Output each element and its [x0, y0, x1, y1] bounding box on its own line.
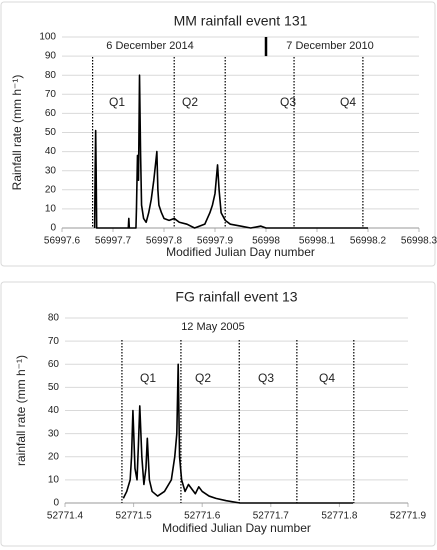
- y-tick-label: 90: [45, 51, 57, 62]
- quartile-label: Q1: [140, 371, 156, 385]
- x-axis-label: Modified Julian Day number: [166, 245, 315, 259]
- x-tick-label: 52771.5: [116, 511, 153, 522]
- quartile-label: Q3: [258, 371, 274, 385]
- y-tick-label: 40: [45, 146, 57, 157]
- x-tick-label: 56997.9: [197, 236, 234, 247]
- x-axis-label: Modified Julian Day number: [162, 521, 311, 535]
- quartile-label: Q3: [280, 95, 296, 109]
- x-tick-label: 56998: [252, 236, 280, 247]
- y-tick-label: 0: [50, 223, 56, 234]
- x-tick-label: 52771.4: [47, 511, 84, 522]
- quartile-label: Q4: [340, 95, 356, 109]
- x-tick-label: 52771.9: [390, 511, 427, 522]
- x-tick-label: 52771.8: [321, 511, 358, 522]
- y-tick-label: 100: [39, 32, 56, 43]
- y-tick-label: 10: [45, 204, 57, 215]
- x-tick-label: 56997.8: [146, 236, 183, 247]
- x-tick-label: 52771.6: [184, 511, 221, 522]
- line-series: [122, 363, 354, 504]
- y-tick-label: 70: [45, 89, 57, 100]
- y-tick-label: 50: [48, 382, 60, 393]
- line-series: [93, 74, 368, 229]
- x-tick-label: 56997.7: [95, 236, 132, 247]
- y-tick-label: 10: [48, 475, 60, 486]
- y-tick-label: 50: [45, 127, 57, 138]
- annotation: 12 May 2005: [181, 321, 245, 333]
- y-tick-label: 30: [45, 165, 57, 176]
- quartile-label: Q2: [195, 371, 211, 385]
- x-tick-label: 56997.6: [44, 236, 81, 247]
- x-tick-label: 52771.7: [253, 511, 290, 522]
- y-tick-label: 80: [48, 313, 60, 324]
- y-tick-label: 0: [53, 498, 59, 509]
- quartile-label: Q4: [319, 371, 335, 385]
- x-tick-label: 56998.1: [299, 236, 336, 247]
- annotation: 6 December 2014: [106, 40, 193, 52]
- y-tick-label: 20: [45, 184, 57, 195]
- y-axis-label: rainfall rate (mm h⁻¹): [14, 355, 28, 466]
- chart-frame: [0, 1, 436, 267]
- y-tick-label: 60: [45, 108, 57, 119]
- y-tick-label: 70: [48, 336, 60, 347]
- y-tick-label: 60: [48, 359, 60, 370]
- quartile-label: Q2: [182, 95, 198, 109]
- chart-title: MM rainfall event 131: [174, 13, 308, 29]
- y-tick-label: 40: [48, 405, 60, 416]
- annotation: 7 December 2010: [286, 40, 373, 52]
- x-tick-label: 56998.3: [401, 236, 437, 247]
- y-tick-label: 80: [45, 70, 57, 81]
- y-axis-label: Rainfall rate (mm h⁻¹): [10, 75, 24, 191]
- chart-title: FG rainfall event 13: [175, 289, 297, 305]
- x-tick-label: 56998.2: [350, 236, 387, 247]
- y-tick-label: 30: [48, 428, 60, 439]
- y-tick-label: 20: [48, 451, 60, 462]
- quartile-label: Q1: [109, 95, 125, 109]
